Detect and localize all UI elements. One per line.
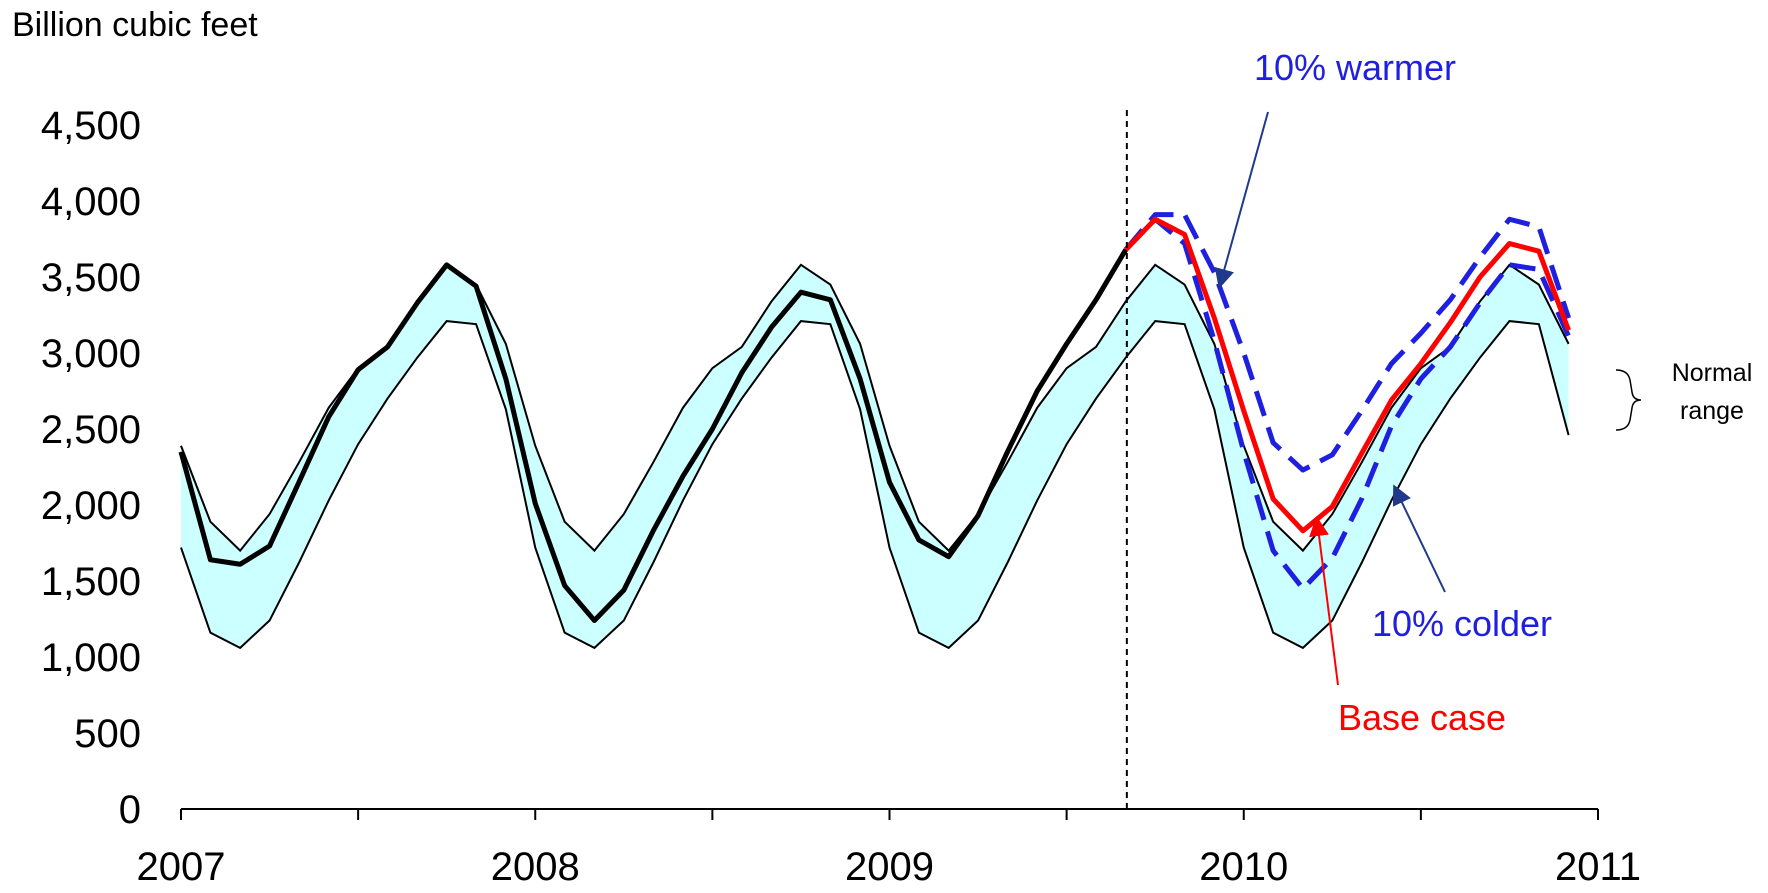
- x-tick-label: 2010: [1199, 845, 1288, 889]
- warmer-arrow: [1214, 111, 1269, 289]
- y-tick-label: 4,500: [41, 104, 141, 148]
- base-case-annotation-label: Base case: [1338, 697, 1506, 738]
- normal-range-lower-line: [180, 320, 1570, 650]
- y-tick-label: 0: [119, 788, 141, 832]
- y-axis-unit-label: Billion cubic feet: [12, 6, 258, 44]
- x-tick-label: 2008: [491, 845, 580, 889]
- warmer-annotation-label: 10% warmer: [1254, 47, 1456, 88]
- base-case-line: [1123, 216, 1571, 534]
- y-tick-label: 500: [74, 712, 141, 756]
- x-tick-label: 2011: [1555, 845, 1641, 889]
- x-tick-label: 2007: [137, 845, 226, 889]
- annotations: 10% warmer 10% colder Base case Normal range: [1125, 47, 1753, 809]
- y-tick-label: 2,500: [41, 408, 141, 452]
- x-tick-label: 2009: [845, 845, 934, 889]
- history-line: [178, 248, 1128, 624]
- y-tick-label: 2,000: [41, 484, 141, 528]
- colder-line: [1123, 216, 1571, 592]
- y-tick-label: 4,000: [41, 180, 141, 224]
- normal-range-label-line2: range: [1680, 397, 1744, 425]
- colder-annotation-label: 10% colder: [1372, 603, 1552, 644]
- warmer-line: [1123, 212, 1571, 473]
- normal-range-brace: [1615, 369, 1642, 431]
- y-tick-label: 1,000: [41, 636, 141, 680]
- normal-range-area: [181, 264, 1569, 648]
- y-tick-label: 1,500: [41, 560, 141, 604]
- normal-range-label-line1: Normal: [1672, 359, 1753, 387]
- base-case-arrow: [1309, 516, 1339, 686]
- colder-arrow: [1392, 484, 1446, 593]
- series-lines: [178, 212, 1571, 624]
- y-tick-label: 3,500: [41, 256, 141, 300]
- axes: 2007 2008 2009 2010 2011 0 500 1,000 1,500 2,000 2…: [41, 104, 1641, 889]
- y-tick-label: 3,000: [41, 332, 141, 376]
